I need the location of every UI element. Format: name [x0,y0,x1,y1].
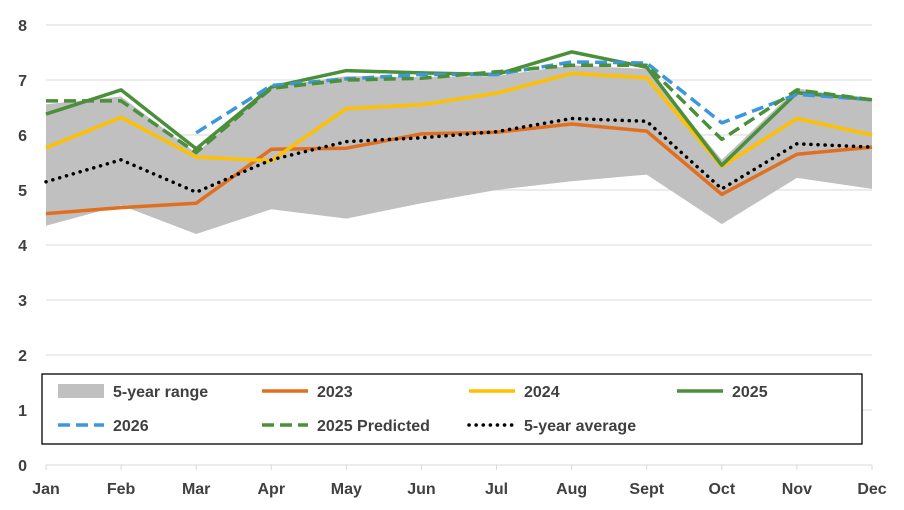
x-tick-label-may: May [331,481,362,498]
x-tick-label-aug: Aug [556,481,587,498]
series-line-2024 [45,71,873,169]
series-line-2023 [45,122,873,216]
x-tick-label-jan: Jan [32,481,60,498]
range-band-layer [46,65,872,234]
legend-label-2024: 2024 [524,384,560,401]
y-tick-label-6: 6 [18,128,27,145]
legend-label-5-year-average: 5-year average [524,418,636,435]
legend-swatch-5-year-range [58,384,104,398]
x-tick-label-apr: Apr [257,481,285,498]
x-tick-label-feb: Feb [107,481,136,498]
range-band-5-year-range [46,65,872,234]
legend-label-2025-predicted: 2025 Predicted [317,418,430,435]
y-tick-label-0: 0 [18,458,27,475]
y-tick-label-7: 7 [18,73,27,90]
y-tick-label-4: 4 [18,238,27,255]
legend-item-2024: 2024 [469,384,560,401]
legend-label-5-year-range: 5-year range [113,384,208,401]
series-line-2025-predicted [46,63,873,155]
legend-item-2025: 2025 [677,384,768,401]
x-tick-label-sept: Sept [629,481,664,498]
legend-box [41,373,863,445]
y-tick-label-3: 3 [18,293,27,310]
x-tick-label-mar: Mar [182,481,210,498]
legend-label-2026: 2026 [113,418,149,435]
legend-item-5-year-range: 5-year range [58,384,208,401]
x-tick-label-nov: Nov [782,481,812,498]
x-tick-label-jun: Jun [407,481,435,498]
legend-label-2025: 2025 [732,384,768,401]
series-lines-layer [44,50,874,216]
axes-layer: Jan Feb Mar Apr May Jun Jul Aug Sept Oct Nov Dec 0 1 2… [18,18,887,498]
legend-item-2023: 2023 [262,384,353,401]
legend-label-2023: 2023 [317,384,353,401]
legend: 5-year range 2023 2024 2025 2026 2025 Predict… [41,373,863,445]
y-tick-label-8: 8 [18,18,27,35]
legend-item-2025-predicted: 2025 Predicted [262,418,430,435]
y-tick-label-1: 1 [18,403,27,420]
y-tick-label-5: 5 [18,183,27,200]
x-tick-label-dec: Dec [857,481,886,498]
x-tick-label-oct: Oct [708,481,735,498]
series-line-5-year-average [44,116,874,194]
legend-item-2026: 2026 [58,418,149,435]
legend-item-5-year-average: 5-year average [467,418,636,435]
x-tick-label-jul: Jul [485,481,508,498]
y-tick-label-2: 2 [18,348,27,365]
